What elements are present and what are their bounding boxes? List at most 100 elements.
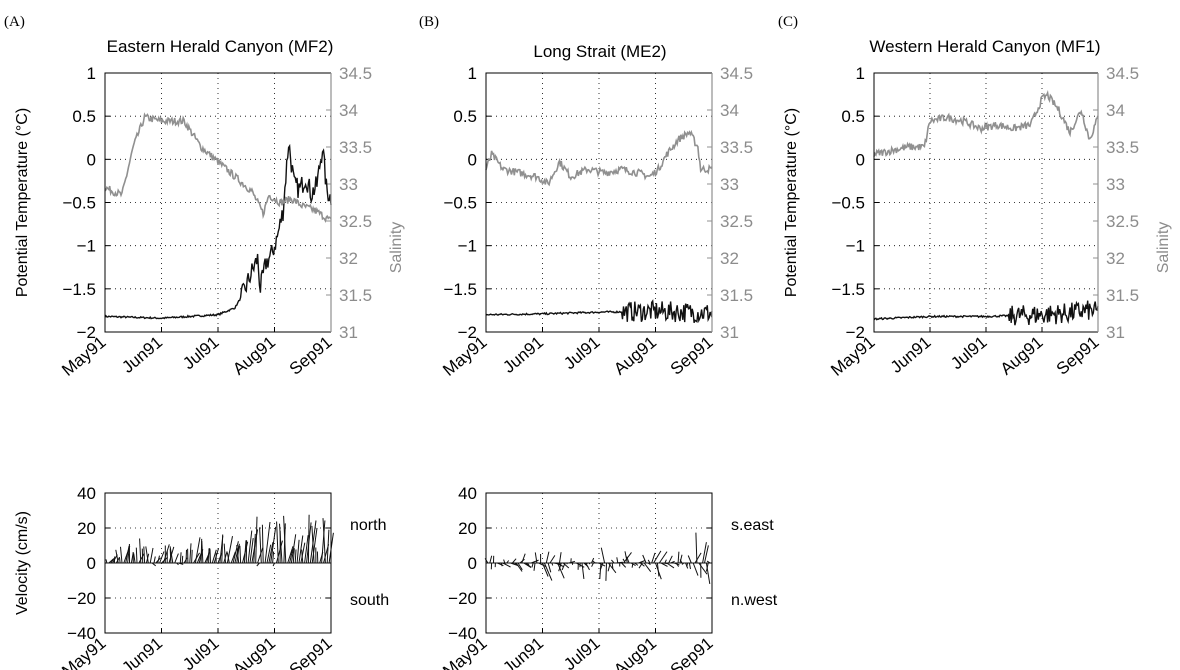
- velocity-stick: [634, 562, 637, 565]
- velocity-stick: [153, 556, 156, 564]
- y-tick-label: −2: [458, 323, 477, 342]
- x-tick-label: Jul91: [560, 333, 603, 374]
- velocity-stick: [642, 554, 647, 564]
- y2-tick-label: 33.5: [1106, 138, 1139, 157]
- velocity-stick: [512, 558, 517, 564]
- velocity-stick: [624, 551, 628, 564]
- velocity-stick: [692, 562, 699, 576]
- velocity-stick: [145, 546, 149, 564]
- velocity-stick: [326, 529, 330, 564]
- y2-tick-label: 32: [1106, 249, 1125, 268]
- velocity-stick: [605, 562, 607, 581]
- y-axis-label: Potential Temperature (°C): [14, 108, 31, 297]
- x-tick-label: Jul91: [947, 333, 990, 374]
- y-tick-label: 20: [458, 519, 477, 538]
- velocity-stick: [108, 558, 114, 564]
- velocity-stick: [115, 549, 119, 564]
- x-tick-label: Aug91: [610, 333, 660, 379]
- velocity-stick: [311, 525, 315, 564]
- velocity-stick: [695, 532, 698, 564]
- velocity-stick: [181, 555, 184, 564]
- velocity-stick: [607, 562, 611, 572]
- velocity-stick: [543, 562, 553, 581]
- x-tick-label: Aug91: [229, 634, 279, 670]
- y2-tick-label: 34: [1106, 101, 1125, 120]
- velocity-stick: [677, 551, 680, 564]
- y2-tick-label: 34.5: [720, 64, 753, 83]
- velocity-stick: [135, 547, 138, 564]
- velocity-stick: [256, 562, 260, 567]
- velocity-stick: [640, 562, 645, 567]
- velocity-stick: [133, 553, 136, 564]
- velocity-stick: [201, 540, 204, 564]
- velocity-stick: [599, 562, 604, 571]
- y-tick-label: 20: [77, 519, 96, 538]
- velocity-stick: [568, 560, 576, 564]
- y2-tick-label: 32: [339, 249, 358, 268]
- y-tick-label: 0: [468, 150, 477, 169]
- velocity-stick: [551, 562, 554, 566]
- velocity-stick: [236, 545, 240, 564]
- velocity-stick: [209, 549, 211, 564]
- velocity-stick: [159, 551, 165, 564]
- plot-frame: [485, 492, 713, 634]
- velocity-stick: [581, 562, 585, 579]
- velocity-stick: [232, 541, 239, 564]
- velocity-stick: [239, 545, 242, 564]
- velocity-stick: [591, 560, 596, 564]
- y-tick-label: 1: [87, 64, 96, 83]
- y2-tick-label: 32.5: [1106, 212, 1139, 231]
- panel-title: Long Strait (ME2): [533, 42, 666, 61]
- velocity-stick: [261, 524, 264, 564]
- velocity-stick: [638, 562, 643, 569]
- velocity-stick: [221, 534, 224, 564]
- y-tick-label: −1: [458, 237, 477, 256]
- positive-direction-label: s.east: [731, 517, 774, 534]
- salinity-series-line: [485, 129, 713, 187]
- velocity-stick: [143, 546, 146, 564]
- x-tick-label: Aug91: [610, 634, 660, 670]
- velocity-stick: [268, 542, 274, 564]
- y-tick-label: −2: [846, 323, 865, 342]
- velocity-stick: [526, 562, 530, 566]
- velocity-stick: [276, 521, 279, 564]
- x-tick-label: Sep91: [667, 634, 717, 670]
- velocity-stick: [120, 546, 123, 564]
- velocity-stick: [272, 562, 275, 567]
- velocity-stick: [555, 562, 564, 567]
- velocity-stick: [517, 562, 523, 571]
- velocity-stick: [290, 534, 297, 564]
- x-tick-label: Jul91: [179, 634, 222, 670]
- panel-A: (A) Eastern Herald Canyon (MF2) 1 0.5 0 −0.5 −…: [4, 14, 405, 380]
- velocity-stick: [647, 559, 651, 564]
- velocity-stick: [300, 542, 306, 564]
- panel-letter: (C): [778, 14, 798, 30]
- velocity-stick: [178, 562, 184, 565]
- velocity-stick: [534, 552, 538, 564]
- velocity-stick: [247, 530, 253, 564]
- velocity-stick: [264, 521, 271, 564]
- velocity-stick: [686, 562, 688, 567]
- panel-title: Eastern Herald Canyon (MF2): [107, 37, 334, 56]
- velocity-stick: [185, 549, 187, 564]
- y2-tick-label: 32.5: [720, 212, 753, 231]
- velocity-stick: [688, 562, 691, 570]
- y-tick-label: −1.5: [62, 280, 96, 299]
- velocity-stick: [600, 547, 606, 564]
- velocity-stick: [283, 515, 287, 564]
- velocity-stick: [194, 537, 201, 564]
- y2-tick-label: 33: [1106, 175, 1125, 194]
- y-tick-label: 0: [856, 150, 865, 169]
- velocity-stick: [322, 518, 326, 564]
- x-tick-label: Sep91: [286, 634, 336, 670]
- velocity-stick: [298, 535, 304, 564]
- negative-direction-label: n.west: [731, 592, 778, 609]
- velocity-stick: [584, 562, 588, 565]
- x-tick-label: Jun91: [118, 333, 166, 377]
- velocity-stick: [547, 562, 552, 573]
- y-tick-label: −2: [77, 323, 96, 342]
- y2-axis-label: Salinity: [1155, 222, 1172, 274]
- velocity-stick: [653, 550, 662, 564]
- velocity-stick: [502, 562, 511, 568]
